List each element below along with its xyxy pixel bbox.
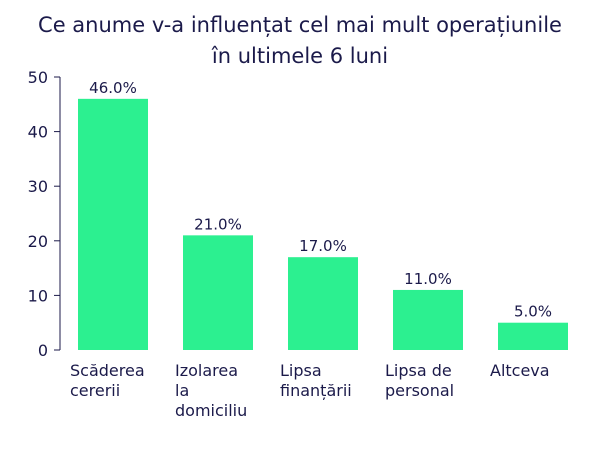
y-tick-label: 20 (28, 232, 48, 251)
x-category-label-line: cererii (70, 381, 120, 400)
x-category-label-line: Scăderea (70, 361, 145, 380)
x-category-label-line: Lipsa (280, 361, 322, 380)
x-category-label: Lipsa de personal (385, 361, 454, 400)
chart-title: Ce anume v-a influențat cel mai mult ope… (0, 10, 600, 72)
x-category-label-line: la (175, 381, 189, 400)
x-category-label: Scăderea cererii (70, 361, 145, 400)
x-category-label-line: Izolarea (175, 361, 238, 380)
bar-data-label: 46.0% (89, 79, 137, 97)
x-category-label: Altceva (490, 361, 550, 380)
y-tick-label: 50 (28, 68, 48, 87)
bar-data-label: 11.0% (404, 270, 452, 288)
y-tick-label: 10 (28, 286, 48, 305)
x-category-label-line: Lipsa de (385, 361, 452, 380)
x-category-label-line: finanțării (280, 381, 352, 400)
bar-data-label: 17.0% (299, 237, 347, 255)
bar (78, 98, 148, 350)
y-tick-label: 40 (28, 123, 48, 142)
bars-group: 46.0% 21.0% 17.0% 11.0% 5.0% (78, 79, 568, 350)
y-tick-label: 0 (38, 341, 48, 360)
x-category-label-line: domiciliu (175, 401, 247, 420)
chart-title-line-2: în ultimele 6 luni (211, 44, 389, 68)
x-category-label: Izolarea la domiciliu (175, 361, 247, 420)
y-tick-label: 30 (28, 177, 48, 196)
x-category-label: Lipsa finanțării (280, 361, 352, 400)
bar (288, 257, 358, 350)
x-axis-labels: Scăderea cererii Izolarea la domiciliu Lipsa f… (70, 361, 550, 420)
bar-data-label: 21.0% (194, 215, 242, 233)
chart-title-line-1: Ce anume v-a influențat cel mai mult ope… (38, 13, 562, 37)
x-category-label-line: personal (385, 381, 454, 400)
x-category-label-line: Altceva (490, 361, 550, 380)
bar-data-label: 5.0% (514, 303, 552, 321)
bar (498, 322, 568, 350)
y-axis: 0 10 20 30 40 50 (28, 68, 61, 360)
bar (393, 289, 463, 350)
bar (183, 235, 253, 350)
